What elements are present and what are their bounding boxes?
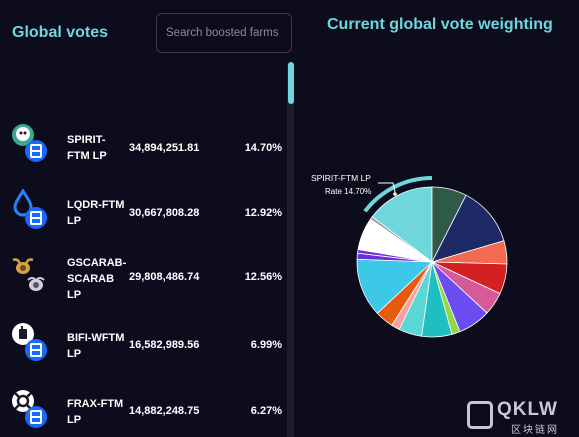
farm-name: SPIRIT-FTM LP (67, 134, 107, 162)
watermark-text: QKLW (497, 399, 558, 420)
tooltip-farm-name: SPIRIT-FTM LP (311, 173, 371, 183)
tooltip-leader-line (378, 182, 396, 193)
farm-percent: 12.92% (244, 207, 282, 219)
farm-row-spirit-ftm[interactable]: SPIRIT-FTM LP 34,894,251.81 14.70% (0, 118, 285, 178)
tooltip-leader-dot (393, 192, 397, 196)
farm-percent: 6.27% (250, 405, 282, 417)
pie-slice[interactable] (371, 186, 433, 263)
farm-votes: 30,667,808.28 (129, 207, 200, 219)
watermark-logo: QKLW 区块链网 (467, 399, 577, 436)
farm-percent: 14.70% (244, 142, 282, 154)
farm-name: FRAX-FTM LP (67, 398, 124, 426)
watermark-subtext: 区块链网 (511, 425, 559, 436)
farm-row-bifi-wftm[interactable]: BIFI-WFTM LP 16,582,989.56 6.99% (0, 318, 285, 378)
watermark-q-icon (467, 401, 493, 429)
farm-name: GSCARAB-SCARAB LP (67, 257, 127, 301)
bifi-wftm-icon (12, 323, 47, 361)
pie-slices (356, 186, 508, 338)
farm-votes: 14,882,248.75 (129, 405, 200, 417)
farm-votes: 16,582,989.56 (129, 339, 200, 351)
farm-row-frax-ftm[interactable]: FRAX-FTM LP 14,882,248.75 6.27% (0, 386, 285, 437)
scrollbar-track[interactable] (287, 62, 294, 437)
farm-votes: 29,808,486.74 (129, 271, 200, 283)
pie-slice[interactable] (369, 216, 433, 263)
farm-row-gscarab-scarab[interactable]: GSCARAB-SCARAB LP 29,808,486.74 12.56% (0, 251, 285, 311)
farm-name: BIFI-WFTM LP (67, 332, 125, 360)
scrollbar-thumb[interactable] (288, 62, 294, 104)
search-input[interactable] (156, 13, 292, 53)
highlighted-slice-arc (363, 176, 433, 213)
pie-slice[interactable] (431, 194, 505, 263)
farm-percent: 6.99% (250, 339, 282, 351)
pie-slice[interactable] (356, 258, 433, 314)
lqdr-ftm-icon (13, 189, 47, 229)
farm-votes: 34,894,251.81 (129, 142, 200, 154)
spirit-ftm-icon (12, 124, 47, 162)
tooltip-rate: Rate 14.70% (325, 187, 372, 196)
farm-name: LQDR-FTM LP (67, 199, 125, 227)
farm-row-lqdr-ftm[interactable]: LQDR-FTM LP 30,667,808.28 12.92% (0, 185, 285, 245)
vote-weighting-title: Current global vote weighting (327, 16, 553, 33)
frax-ftm-icon (12, 390, 47, 428)
farm-percent: 12.56% (244, 271, 282, 283)
global-votes-title: Global votes (12, 24, 109, 41)
gscarab-scarab-icon (12, 258, 45, 291)
vote-weighting-pie-chart (356, 176, 508, 338)
